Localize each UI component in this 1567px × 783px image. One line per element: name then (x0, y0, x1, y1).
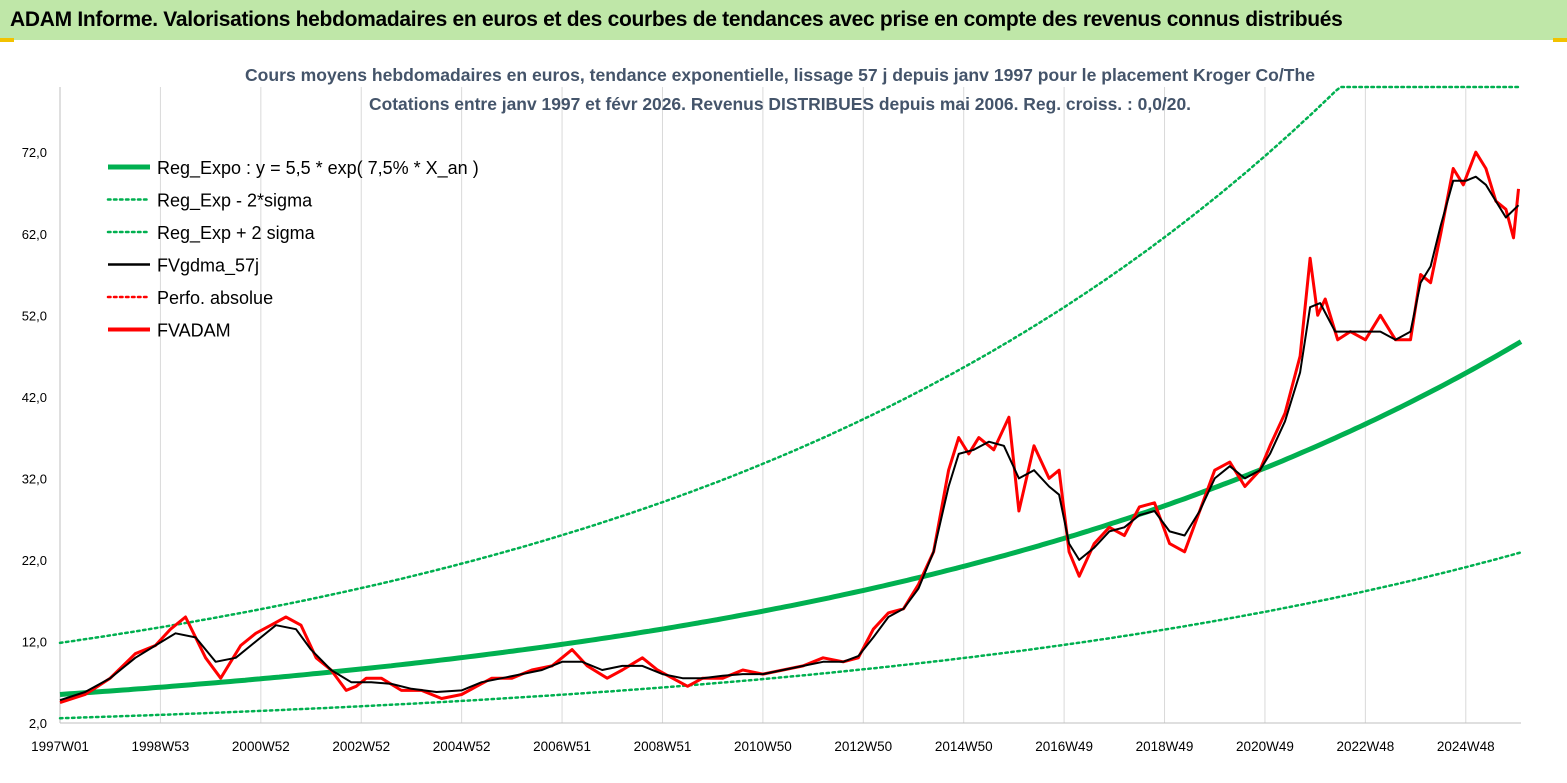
x-tick-label: 2024W48 (1437, 739, 1495, 754)
reg-exp-minus-2-sigma-line (58, 551, 1523, 720)
legend-label: FVgdma_57j (157, 256, 259, 277)
x-tick-label: 2014W50 (935, 739, 993, 754)
y-tick-label: 52,0 (22, 308, 47, 323)
legend-label: Reg_Expo : y = 5,5 * exp( 7,5% * X_an ) (157, 158, 479, 179)
report-banner-title: ADAM Informe. Valorisations hebdomadaire… (0, 0, 1567, 40)
chart-legend: Reg_Expo : y = 5,5 * exp( 7,5% * X_an ) R… (106, 158, 479, 341)
x-tick-label: 2000W52 (232, 739, 290, 754)
x-tick-label: 1997W01 (31, 739, 89, 754)
x-tick-label: 2010W50 (734, 739, 792, 754)
y-tick-label: 62,0 (22, 227, 47, 242)
fvgdma-57j-line (59, 175, 1520, 702)
y-tick-label: 2,0 (29, 716, 47, 731)
reg-exp-plus-2-sigma-line (58, 85, 1523, 645)
x-tick-label: 2002W52 (332, 739, 390, 754)
x-tick-label: 2022W48 (1336, 739, 1394, 754)
y-tick-label: 72,0 (22, 145, 47, 160)
series-lines (58, 85, 1523, 720)
x-tick-label: 2004W52 (433, 739, 491, 754)
axes (59, 87, 1521, 724)
y-tick-label: 42,0 (22, 390, 47, 405)
x-tick-labels: 1997W01 1998W53 2000W52 2002W52 2004W52 2006W… (31, 739, 1495, 754)
chart-background (0, 42, 1567, 783)
x-tick-label: 2006W51 (533, 739, 591, 754)
banner-accent-right (1553, 38, 1567, 42)
chart-title-line-1: Cours moyens hebdomadaires en euros, ten… (245, 65, 1315, 85)
x-tick-label: 2018W49 (1136, 739, 1194, 754)
x-tick-label: 2016W49 (1035, 739, 1093, 754)
x-tick-label: 2008W51 (634, 739, 692, 754)
vertical-gridlines (59, 87, 1467, 723)
legend-label: Reg_Exp - 2*sigma (157, 191, 313, 212)
banner-accent-left (0, 38, 14, 42)
y-tick-label: 32,0 (22, 471, 47, 486)
legend-label: FVADAM (157, 321, 231, 341)
y-tick-label: 22,0 (22, 553, 47, 568)
legend-label: Perfo. absolue (157, 288, 273, 308)
legend-label: Reg_Exp + 2 sigma (157, 223, 316, 244)
chart-title-line-2: Cotations entre janv 1997 et févr 2026. … (369, 94, 1191, 114)
y-tick-labels: 2,0 12,0 22,0 32,0 42,0 52,0 62,0 72,0 (22, 145, 47, 731)
chart-area: 2,012,022,032,042,052,062,072,0 1997W01 1… (0, 42, 1567, 783)
x-tick-label: 1998W53 (132, 739, 190, 754)
x-tick-label: 2012W50 (834, 739, 892, 754)
x-tick-label: 2020W49 (1236, 739, 1294, 754)
y-tick-label: 12,0 (22, 634, 47, 649)
reg-expo-line (59, 339, 1523, 697)
